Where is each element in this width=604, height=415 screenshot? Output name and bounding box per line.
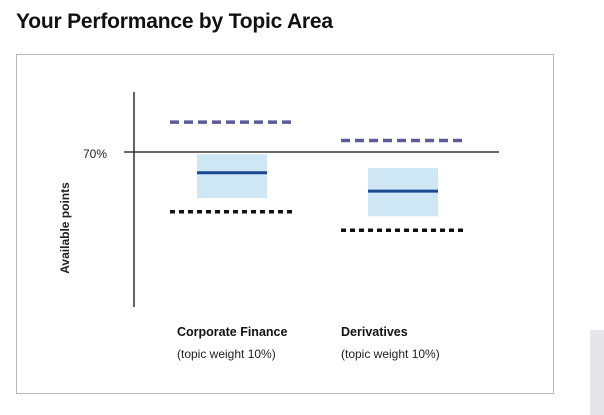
chart-panel: Available points 70% Corporate Finance (… bbox=[16, 54, 554, 394]
page-title: Your Performance by Topic Area bbox=[16, 10, 333, 33]
y-axis-label: Available points bbox=[58, 182, 72, 274]
category-corporate-finance: Corporate Finance (topic weight 10%) bbox=[177, 325, 287, 361]
boxes-layer bbox=[170, 120, 463, 232]
category-weight-label: (topic weight 10%) bbox=[341, 347, 440, 361]
box-chart bbox=[124, 92, 499, 307]
range-box bbox=[197, 154, 267, 198]
category-derivatives: Derivatives (topic weight 10%) bbox=[341, 325, 440, 361]
category-weight-label: (topic weight 10%) bbox=[177, 347, 276, 361]
category-label: Corporate Finance bbox=[177, 325, 288, 339]
category-label: Derivatives bbox=[341, 325, 408, 339]
reference-line-label: 70% bbox=[83, 147, 108, 161]
window-edge-strip bbox=[590, 330, 604, 415]
